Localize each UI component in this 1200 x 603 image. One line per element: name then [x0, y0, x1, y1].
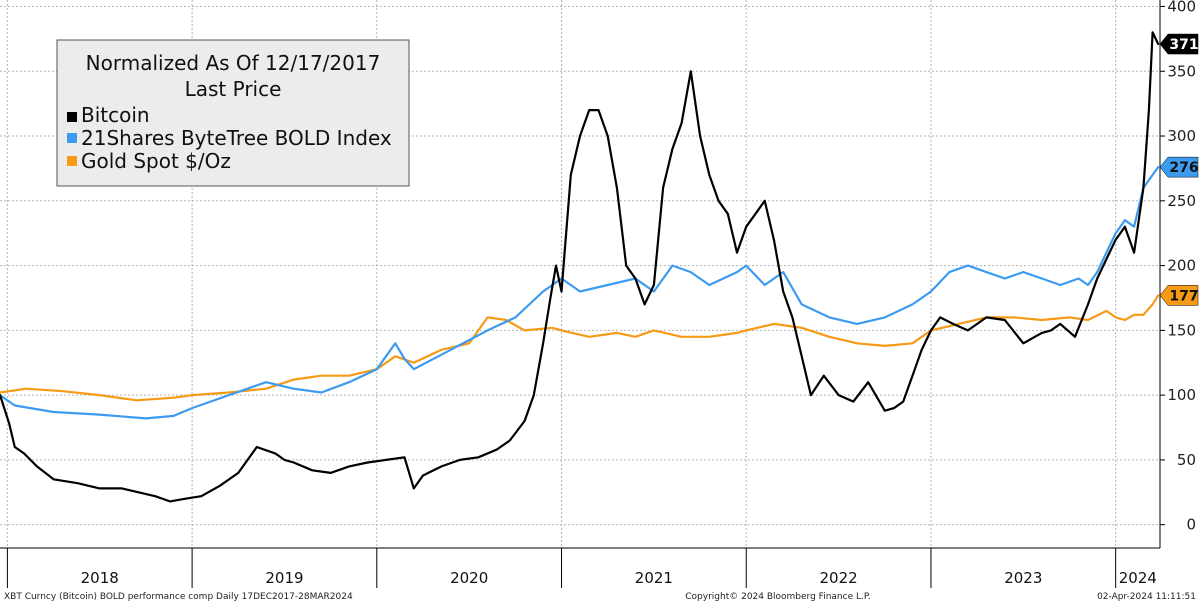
y-tick-labels: 0 50 100 150 200 250 300 350 400: [1167, 0, 1196, 534]
legend-swatch-bold: [67, 133, 77, 143]
x-year-labels: 2018 2019 2020 2021 2022 2023 2024: [81, 569, 1157, 587]
legend-swatch-bitcoin: [67, 112, 77, 122]
legend-label-bitcoin: Bitcoin: [81, 103, 150, 127]
badge-value: 371: [1169, 37, 1198, 53]
series-line-1: [0, 166, 1160, 420]
x-year-label: 2019: [265, 569, 303, 587]
legend-swatch-gold: [67, 156, 77, 166]
y-tick-label: 0: [1186, 516, 1196, 534]
legend-label-bold: 21Shares ByteTree BOLD Index: [81, 126, 392, 150]
legend-label-gold: Gold Spot $/Oz: [81, 149, 231, 173]
badge-shape: [1159, 285, 1199, 306]
legend-subtitle: Last Price: [185, 77, 282, 101]
y-tick-label: 100: [1167, 386, 1196, 404]
last-value-badges: 371 276 177: [1159, 33, 1199, 306]
y-tick-label: 350: [1167, 62, 1196, 80]
x-year-label: 2018: [81, 569, 119, 587]
y-tick-label: 300: [1167, 127, 1196, 145]
series-lines: [0, 31, 1160, 503]
last-value-badge-2: 177: [1159, 285, 1199, 306]
badge-value: 276: [1169, 160, 1198, 176]
legend-box: [56, 39, 410, 187]
x-year-label: 2024: [1119, 569, 1157, 587]
y-tick-label: 250: [1167, 192, 1196, 210]
y-tick-label: 400: [1167, 0, 1196, 15]
x-year-label: 2021: [635, 569, 673, 587]
y-tick-label: 50: [1177, 451, 1196, 469]
last-value-badge-1: 276: [1159, 156, 1199, 178]
y-tick-label: 200: [1167, 257, 1196, 275]
last-value-badge-0: 371: [1159, 33, 1199, 55]
footer-copyright: Copyright© 2024 Bloomberg Finance L.P.: [685, 592, 870, 602]
series-line-2: [0, 294, 1160, 402]
footer: XBT Curncy (Bitcoin) BOLD performance co…: [4, 592, 1196, 602]
axes: [0, 0, 1161, 549]
footer-source: XBT Curncy (Bitcoin) BOLD performance co…: [4, 592, 353, 602]
x-year-label: 2023: [1004, 569, 1042, 587]
badge-value: 177: [1169, 288, 1198, 304]
badge-shape: [1159, 156, 1199, 178]
x-year-label: 2020: [450, 569, 488, 587]
badge-shape: [1159, 33, 1199, 55]
legend: Normalized As Of 12/17/2017 Last Price B…: [56, 39, 410, 187]
y-tick-label: 150: [1167, 321, 1196, 339]
series-line-0: [0, 31, 1160, 503]
x-year-label: 2022: [820, 569, 858, 587]
legend-title: Normalized As Of 12/17/2017: [86, 51, 381, 75]
footer-timestamp: 02-Apr-2024 11:11:51: [1097, 592, 1196, 602]
